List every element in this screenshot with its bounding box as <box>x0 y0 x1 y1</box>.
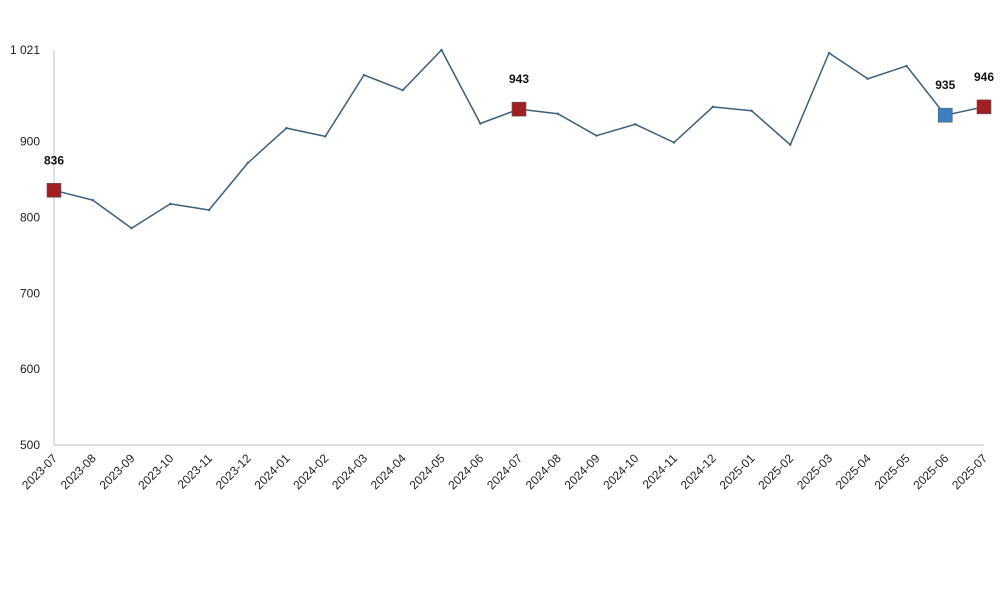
highlight-marker <box>511 101 527 117</box>
x-tick-label: 2023-10 <box>135 451 176 492</box>
data-point <box>556 112 559 115</box>
x-tick-label: 2024-11 <box>640 451 681 492</box>
x-tick-label: 2024-10 <box>600 451 641 492</box>
data-point <box>634 123 637 126</box>
marker-layer: 836 943 935 946 <box>44 70 994 198</box>
x-tick-label: 2024-12 <box>678 451 719 492</box>
y-tick-label: 900 <box>20 135 40 149</box>
x-tick-label: 2023-12 <box>213 451 254 492</box>
x-tick-label: 2025-07 <box>949 451 990 492</box>
x-tick-label: 2024-08 <box>523 451 564 492</box>
x-tick-label: 2024-02 <box>290 451 331 492</box>
data-point <box>324 135 327 138</box>
y-tick-label: 600 <box>20 362 40 376</box>
x-axis: 2023-072023-082023-092023-102023-112023-… <box>19 444 990 492</box>
x-tick-label: 2025-02 <box>755 451 796 492</box>
highlight-marker <box>937 107 953 123</box>
x-tick-label: 2024-04 <box>368 451 409 492</box>
data-point <box>91 198 94 202</box>
data-point <box>207 208 211 212</box>
y-tick-label: 500 <box>20 438 40 452</box>
data-point <box>789 143 792 146</box>
data-point <box>440 48 443 52</box>
x-tick-label: 2025-06 <box>910 451 951 492</box>
x-tick-label: 2023-09 <box>97 451 138 492</box>
data-point <box>285 126 288 130</box>
data-point <box>672 141 676 144</box>
data-point <box>401 88 404 92</box>
x-tick-label: 2025-01 <box>717 451 758 492</box>
x-tick-label: 2024-05 <box>407 451 448 492</box>
data-label: 836 <box>44 153 64 167</box>
y-axis: 500 600 700 800 900 1 021 <box>10 43 55 452</box>
data-point <box>362 73 366 77</box>
data-point <box>130 226 133 230</box>
x-tick-label: 2023-08 <box>58 451 99 492</box>
x-tick-label: 2025-05 <box>872 451 913 492</box>
x-tick-label: 2024-06 <box>445 451 486 492</box>
x-tick-label: 2025-03 <box>794 451 835 492</box>
data-point <box>866 77 869 81</box>
x-tick-label: 2024-01 <box>252 451 293 492</box>
data-label: 946 <box>974 70 994 84</box>
data-point <box>905 64 908 68</box>
x-tick-label: 2023-11 <box>175 451 216 492</box>
data-point <box>750 109 753 112</box>
y-tick-label: 700 <box>20 286 40 300</box>
x-tick-label: 2024-07 <box>484 451 525 492</box>
data-point <box>479 122 482 125</box>
highlight-marker <box>976 99 992 115</box>
y-tick-label: 800 <box>20 211 40 225</box>
data-point <box>711 105 714 109</box>
data-label: 943 <box>509 72 529 86</box>
data-point <box>595 134 598 137</box>
highlight-marker <box>46 182 62 198</box>
x-tick-label: 2024-03 <box>329 451 370 492</box>
y-tick-label: 1 021 <box>10 43 40 57</box>
x-tick-label: 2024-09 <box>562 451 603 492</box>
data-point <box>169 202 172 206</box>
data-point <box>827 51 831 55</box>
x-tick-label: 2025-04 <box>833 451 874 492</box>
data-label: 935 <box>935 78 955 92</box>
data-point <box>246 161 249 165</box>
x-tick-label: 2023-07 <box>19 451 60 492</box>
